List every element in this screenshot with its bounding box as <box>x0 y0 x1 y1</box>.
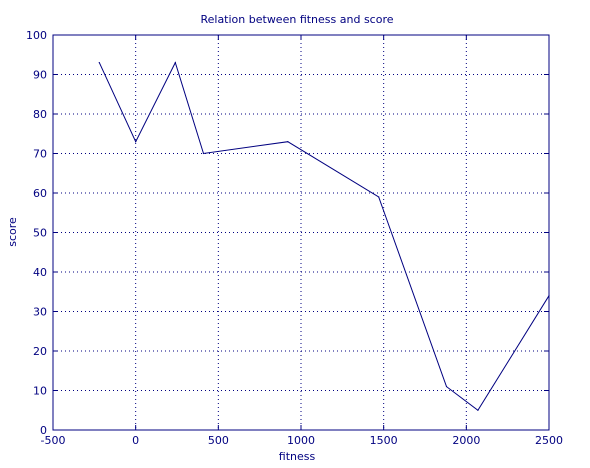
data-point <box>548 295 550 297</box>
x-tick-labels: -500 0 500 1000 1500 2000 2500 <box>41 434 563 447</box>
x-tick-label: 2500 <box>535 434 563 447</box>
x-tick-label: 2000 <box>452 434 480 447</box>
x-tick-label: 0 <box>132 434 139 447</box>
data-point <box>135 141 137 143</box>
data-point <box>174 62 176 64</box>
y-tick-label: 30 <box>33 306 47 319</box>
x-axis-label: fitness <box>279 450 316 463</box>
chart-title: Relation between fitness and score <box>200 13 393 26</box>
y-tick-label: 50 <box>33 227 47 240</box>
y-tick-label: 10 <box>33 385 47 398</box>
series-layer <box>98 61 550 412</box>
y-tick-label: 60 <box>33 187 47 200</box>
y-tick-label: 100 <box>26 29 47 42</box>
x-tick-label: 1000 <box>287 434 315 447</box>
grid-lines <box>53 35 549 430</box>
y-tick-label: 40 <box>33 266 47 279</box>
data-point <box>477 409 479 411</box>
x-tick-label: -500 <box>41 434 66 447</box>
y-tick-label: 70 <box>33 148 47 161</box>
x-tick-label: 1500 <box>370 434 398 447</box>
y-tick-label: 80 <box>33 108 47 121</box>
x-tick-label: 500 <box>208 434 229 447</box>
data-point <box>287 141 289 143</box>
y-tick-label: 90 <box>33 69 47 82</box>
y-tick-label: 20 <box>33 345 47 358</box>
y-tick-label: 0 <box>40 424 47 437</box>
y-axis-label: score <box>6 217 19 247</box>
data-point <box>98 62 100 64</box>
y-tick-labels: 0 10 20 30 40 50 60 70 80 90 100 <box>26 29 47 437</box>
data-point <box>202 152 205 155</box>
data-point <box>445 385 448 388</box>
tick-marks <box>52 34 550 431</box>
data-point <box>378 196 380 198</box>
